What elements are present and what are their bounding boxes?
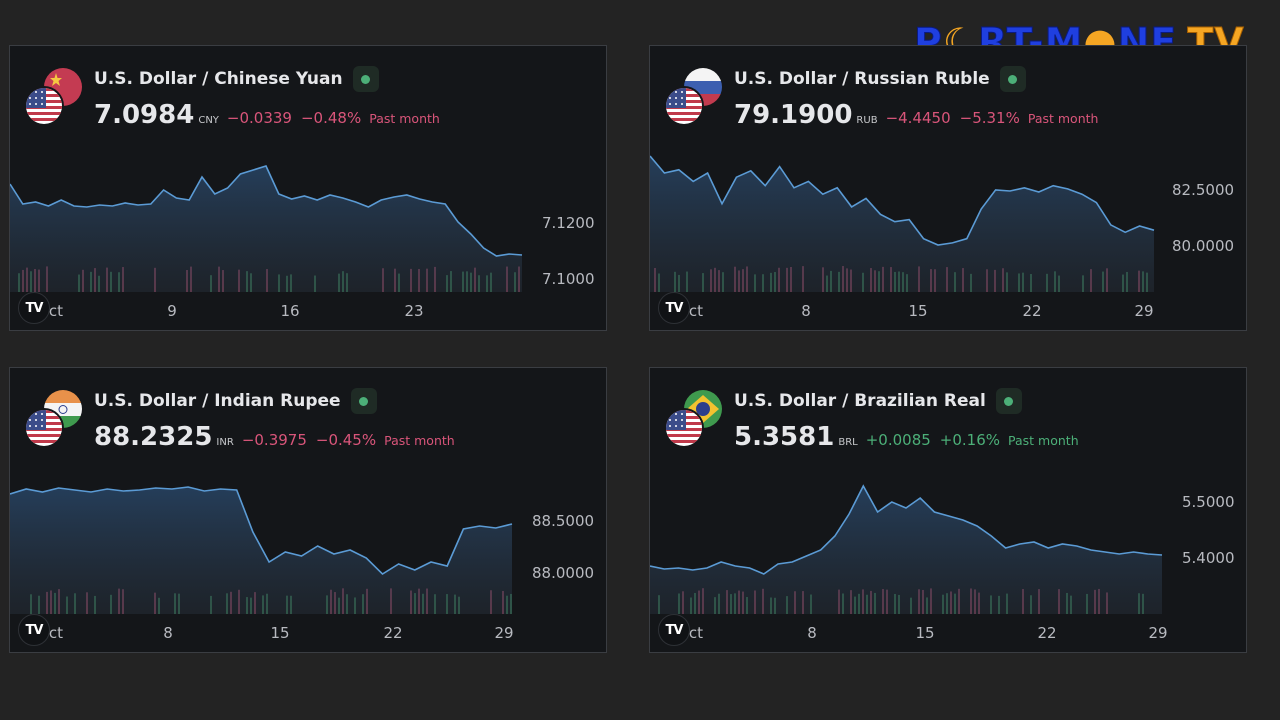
x-tick-label: 22 xyxy=(1022,302,1042,320)
price-chart[interactable] xyxy=(10,46,607,331)
x-tick-label: 15 xyxy=(270,624,290,642)
card-usd-cny[interactable]: U.S. Dollar / Chinese Yuan 7.0984 CNY −0.03… xyxy=(9,45,607,331)
card-usd-rub[interactable]: U.S. Dollar / Russian Ruble 79.1900 RUB −4.… xyxy=(649,45,1247,331)
x-tick-label: 29 xyxy=(1148,624,1168,642)
market-open-indicator xyxy=(350,388,377,414)
period-label: Past month xyxy=(1008,433,1079,448)
price: 5.3581 xyxy=(734,422,835,452)
price-area xyxy=(10,166,522,292)
price-chart[interactable] xyxy=(650,46,1247,331)
x-tick-label: 22 xyxy=(1037,624,1057,642)
price-chart[interactable] xyxy=(650,368,1247,653)
quote-row: 5.3581 BRL +0.0085 +0.16% Past month xyxy=(734,422,1079,452)
change-percent: −5.31% xyxy=(959,109,1020,127)
y-tick-label: 80.0000 xyxy=(1172,237,1235,255)
pair-title[interactable]: U.S. Dollar / Indian Rupee xyxy=(94,388,377,414)
us-flag-icon xyxy=(24,408,64,448)
currency-pair-flags xyxy=(24,68,84,128)
card-usd-inr[interactable]: U.S. Dollar / Indian Rupee 88.2325 INR −0.3… xyxy=(9,367,607,653)
x-tick-label: 9 xyxy=(167,302,177,320)
card-usd-brl[interactable]: U.S. Dollar / Brazilian Real 5.3581 BRL +0.… xyxy=(649,367,1247,653)
x-tick-label: 8 xyxy=(163,624,173,642)
y-tick-label: 88.5000 xyxy=(532,512,595,530)
price: 79.1900 xyxy=(734,100,853,130)
live-dot-icon xyxy=(361,74,371,84)
price-chart[interactable] xyxy=(10,368,607,653)
live-dot-icon xyxy=(1004,396,1014,406)
quote-row: 88.2325 INR −0.3975 −0.45% Past month xyxy=(94,422,455,452)
change-percent: +0.16% xyxy=(939,431,1001,449)
quote-row: 7.0984 CNY −0.0339 −0.48% Past month xyxy=(94,100,440,130)
us-flag-icon xyxy=(664,408,704,448)
currency-code: INR xyxy=(216,437,234,448)
currency-pair-flags xyxy=(664,68,724,128)
x-tick-label: 23 xyxy=(404,302,424,320)
tradingview-logo-icon[interactable]: TV xyxy=(18,614,50,646)
y-tick-label: 88.0000 xyxy=(532,564,595,582)
x-tick-label: 29 xyxy=(1134,302,1154,320)
x-tick-label: 15 xyxy=(908,302,928,320)
price: 88.2325 xyxy=(94,422,213,452)
live-dot-icon xyxy=(359,396,369,406)
y-tick-label: 5.5000 xyxy=(1182,493,1235,511)
price-line xyxy=(10,165,523,257)
change-value: −4.4450 xyxy=(885,109,951,127)
price-line xyxy=(10,486,513,576)
change-value: −0.3975 xyxy=(241,431,307,449)
market-open-indicator xyxy=(352,66,379,92)
x-tick-label: 16 xyxy=(280,302,300,320)
x-tick-label: 15 xyxy=(915,624,935,642)
currency-code: RUB xyxy=(856,115,878,126)
change-percent: −0.45% xyxy=(315,431,377,449)
quote-row: 79.1900 RUB −4.4450 −5.31% Past month xyxy=(734,100,1098,130)
market-open-indicator xyxy=(995,388,1022,414)
y-tick-label: 7.1200 xyxy=(542,214,595,232)
us-flag-icon xyxy=(664,86,704,126)
price-line xyxy=(650,155,1155,246)
change-value: +0.0085 xyxy=(865,431,931,449)
y-tick-label: 7.1000 xyxy=(542,270,595,288)
currency-pair-flags xyxy=(24,390,84,450)
pair-title-text[interactable]: U.S. Dollar / Brazilian Real xyxy=(734,391,986,411)
currency-pair-flags xyxy=(664,390,724,450)
x-tick-label: 22 xyxy=(383,624,403,642)
price-area xyxy=(650,156,1154,292)
change-value: −0.0339 xyxy=(226,109,292,127)
pair-title[interactable]: U.S. Dollar / Brazilian Real xyxy=(734,388,1022,414)
x-tick-label: 8 xyxy=(807,624,817,642)
pair-title-text[interactable]: U.S. Dollar / Chinese Yuan xyxy=(94,69,343,89)
us-flag-icon xyxy=(24,86,64,126)
price-area xyxy=(10,487,512,614)
tradingview-logo-icon[interactable]: TV xyxy=(658,614,690,646)
price-area xyxy=(650,486,1162,614)
period-label: Past month xyxy=(369,111,440,126)
market-open-indicator xyxy=(999,66,1026,92)
y-tick-label: 82.5000 xyxy=(1172,181,1235,199)
x-tick-label: 8 xyxy=(801,302,811,320)
period-label: Past month xyxy=(1027,111,1099,126)
pair-title[interactable]: U.S. Dollar / Chinese Yuan xyxy=(94,66,379,92)
price-line xyxy=(650,484,1163,575)
tradingview-logo-icon[interactable]: TV xyxy=(658,292,690,324)
x-tick-label: 29 xyxy=(494,624,514,642)
tradingview-logo-icon[interactable]: TV xyxy=(18,292,50,324)
pair-title[interactable]: U.S. Dollar / Russian Ruble xyxy=(734,66,1026,92)
period-label: Past month xyxy=(384,433,455,448)
pair-title-text[interactable]: U.S. Dollar / Indian Rupee xyxy=(94,391,341,411)
y-tick-label: 5.4000 xyxy=(1182,549,1235,567)
pair-title-text[interactable]: U.S. Dollar / Russian Ruble xyxy=(734,69,990,89)
currency-code: CNY xyxy=(198,115,219,126)
currency-code: BRL xyxy=(838,437,858,448)
change-percent: −0.48% xyxy=(300,109,362,127)
price: 7.0984 xyxy=(94,100,195,130)
live-dot-icon xyxy=(1008,74,1018,84)
